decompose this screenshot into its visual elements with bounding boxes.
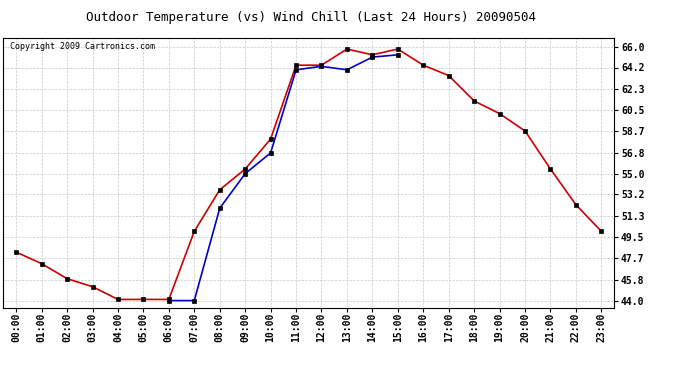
Text: Copyright 2009 Cartronics.com: Copyright 2009 Cartronics.com: [10, 42, 155, 51]
Text: Outdoor Temperature (vs) Wind Chill (Last 24 Hours) 20090504: Outdoor Temperature (vs) Wind Chill (Las…: [86, 11, 535, 24]
